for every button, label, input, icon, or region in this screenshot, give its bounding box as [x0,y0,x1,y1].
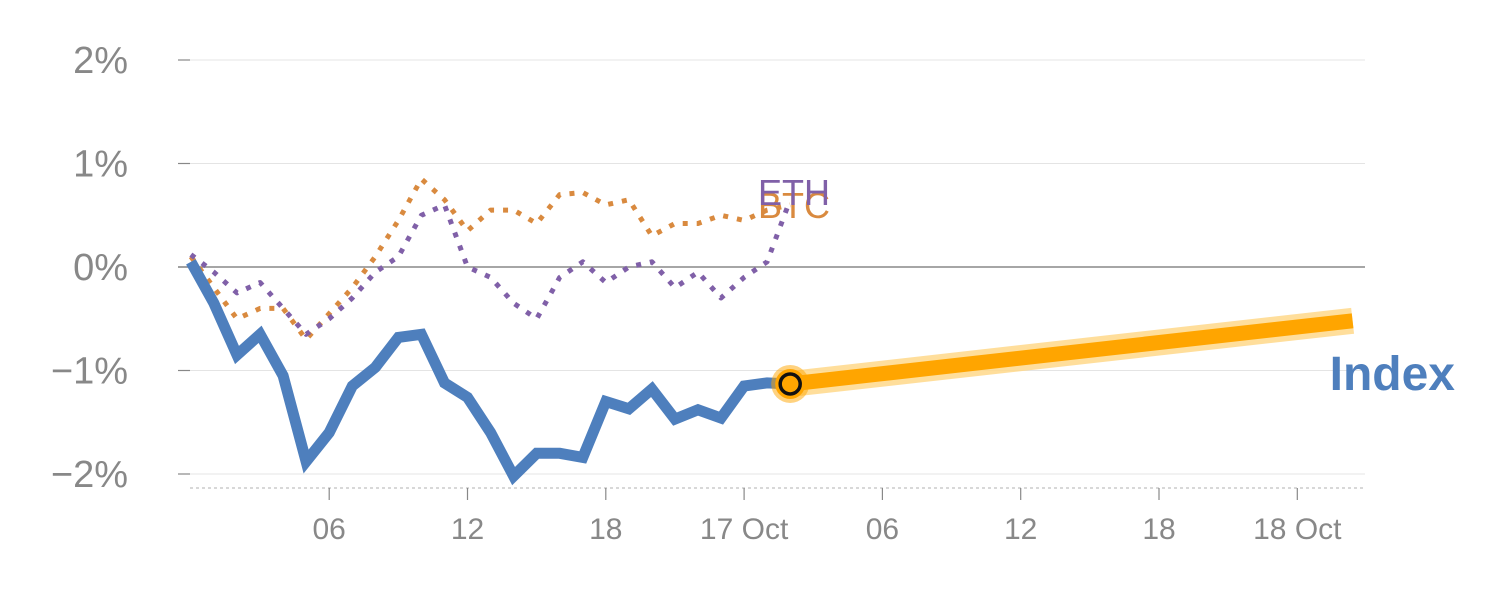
series-line-btc [188,176,791,342]
x-tick-label: 12 [451,513,484,546]
y-tick-label: 2% [73,40,128,82]
x-tick-label: 06 [313,513,346,546]
series-lines [186,176,1355,486]
x-tick-label: 12 [1004,513,1037,546]
y-tick-label: −2% [51,454,128,496]
y-axis: 2% 1% 0% −1% −2% [51,40,190,496]
eth-label: ETH [758,172,830,213]
x-tick-label: 18 Oct [1253,513,1342,546]
x-tick-label: 18 [1142,513,1175,546]
x-tick-label: 18 [589,513,622,546]
x-axis: 06 12 18 17 Oct 06 12 18 18 Oct [190,487,1365,546]
y-tick-label: −1% [51,351,128,393]
y-tick-label: 1% [73,144,128,186]
series-line-index [186,259,791,486]
projection-line [789,313,1354,392]
x-tick-label: 17 Oct [700,513,789,546]
btc-label: BTC [758,185,830,226]
grid-lines [178,59,1365,475]
x-tick-label: 06 [866,513,899,546]
current-value-marker [771,364,810,403]
y-tick-label: 0% [73,247,128,289]
index-label: Index [1330,348,1456,401]
marker-point [778,372,802,396]
